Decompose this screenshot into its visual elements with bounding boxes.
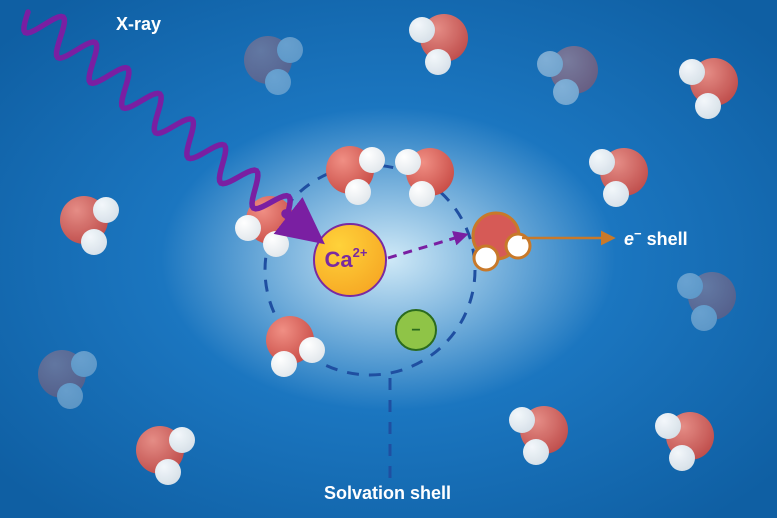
water-molecule	[679, 58, 738, 119]
diagram-stage: −Ca2+ X-ray e− shell Solvation shell	[0, 0, 777, 518]
xray-label: X-ray	[116, 14, 161, 35]
solvation-shell-label: Solvation shell	[324, 483, 451, 504]
water-molecule	[537, 46, 598, 105]
water-molecule	[244, 36, 303, 95]
shell-water-molecule	[266, 316, 325, 377]
water-molecule	[60, 196, 119, 255]
water-molecule	[38, 350, 97, 409]
electron-shell-label: e− shell	[624, 226, 688, 250]
water-molecule	[589, 148, 648, 207]
electron-superscript: −	[634, 226, 642, 241]
water-molecule	[136, 426, 195, 485]
highlighted-water-molecule	[473, 213, 530, 270]
electron-shell-tail: shell	[642, 229, 688, 249]
inner-transfer-arrow	[388, 235, 465, 258]
diagram-layer: −Ca2+	[0, 0, 777, 518]
shell-water-molecule	[326, 146, 385, 205]
electron-symbol: e	[624, 229, 634, 249]
water-molecule	[409, 14, 468, 75]
water-molecule	[655, 412, 714, 471]
water-molecule	[509, 406, 568, 465]
chloride-minus: −	[411, 322, 420, 339]
water-molecule	[677, 272, 736, 331]
